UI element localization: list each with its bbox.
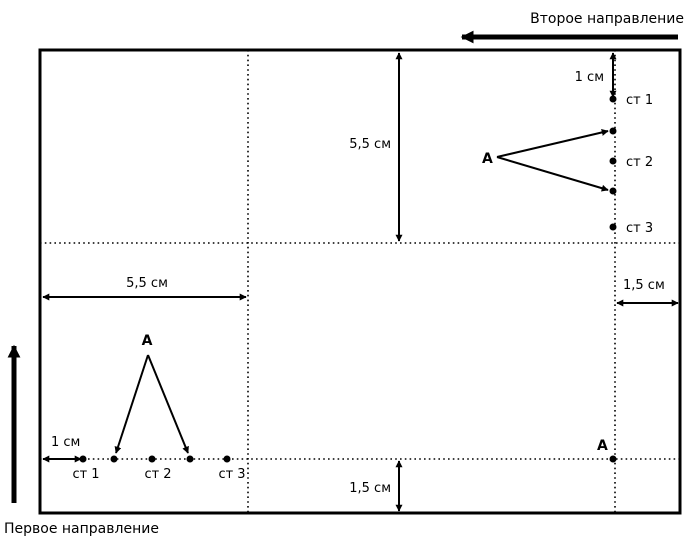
point-bottom-a1 bbox=[110, 455, 118, 463]
bottom-left-offset-label: 1 см bbox=[51, 435, 80, 450]
point-right-a2 bbox=[609, 187, 617, 195]
station-point-bottom-3 bbox=[223, 455, 231, 463]
point-label-a-corner: А bbox=[597, 438, 608, 454]
point-label-a-bottom: А bbox=[142, 333, 153, 349]
point-label-a-right: А bbox=[482, 151, 493, 167]
bottom-offset-label: 1,5 см bbox=[349, 481, 391, 496]
point-right-a1 bbox=[609, 127, 617, 135]
station-point-right-1 bbox=[609, 95, 617, 103]
point-bottom-a2 bbox=[186, 455, 194, 463]
station-label-bottom-3: ст 3 bbox=[218, 467, 245, 482]
point-corner-a bbox=[609, 455, 617, 463]
left-horizontal-dimension-label: 5,5 см bbox=[126, 276, 168, 291]
station-point-bottom-1 bbox=[79, 455, 87, 463]
station-label-right-3: ст 3 bbox=[626, 221, 653, 236]
second-direction-label: Второе направление bbox=[530, 11, 684, 27]
arrow-a-right-upper bbox=[496, 129, 609, 158]
top-right-offset-label: 1 см bbox=[575, 70, 604, 85]
station-label-bottom-1: ст 1 bbox=[72, 467, 99, 482]
field-border bbox=[38, 48, 682, 515]
station-label-right-2: ст 2 bbox=[626, 155, 653, 170]
station-label-bottom-2: ст 2 bbox=[144, 467, 171, 482]
right-offset-label: 1,5 см bbox=[623, 278, 665, 293]
first-direction-label: Первое направление bbox=[4, 521, 159, 537]
arrow-a-bottom-left bbox=[114, 354, 149, 454]
top-vertical-dimension-label: 5,5 см bbox=[349, 137, 391, 152]
arrow-a-bottom-right bbox=[147, 354, 189, 454]
station-point-bottom-2 bbox=[148, 455, 156, 463]
station-point-right-2 bbox=[609, 157, 617, 165]
station-point-right-3 bbox=[609, 223, 617, 231]
station-label-right-1: ст 1 bbox=[626, 93, 653, 108]
arrow-a-right-lower bbox=[496, 156, 609, 192]
